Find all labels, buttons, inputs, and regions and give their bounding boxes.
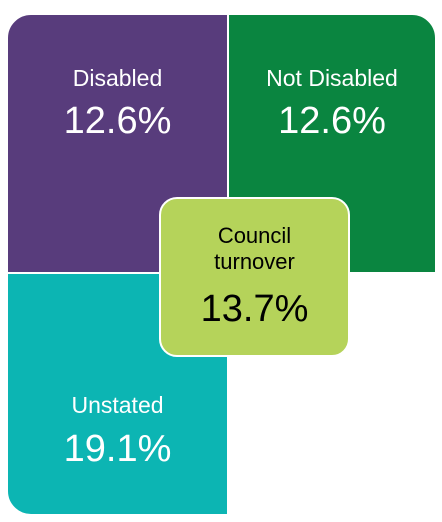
council-turnover-value: 13.7% xyxy=(200,288,309,330)
unstated-label: Unstated xyxy=(71,392,164,418)
disabled-value: 12.6% xyxy=(63,100,172,142)
not-disabled-value: 12.6% xyxy=(278,100,386,142)
council-turnover-label: Council turnover xyxy=(161,223,348,275)
disabled-label: Disabled xyxy=(72,65,163,91)
council-turnover-label-line1: Council xyxy=(217,223,292,248)
council-turnover-box: Council turnover 13.7% xyxy=(159,197,350,357)
not-disabled-label: Not Disabled xyxy=(266,65,398,91)
council-turnover-label-line2: turnover xyxy=(214,249,295,274)
disabled-tile: Disabled 12.6% xyxy=(7,14,228,273)
unstated-value: 19.1% xyxy=(63,428,172,470)
